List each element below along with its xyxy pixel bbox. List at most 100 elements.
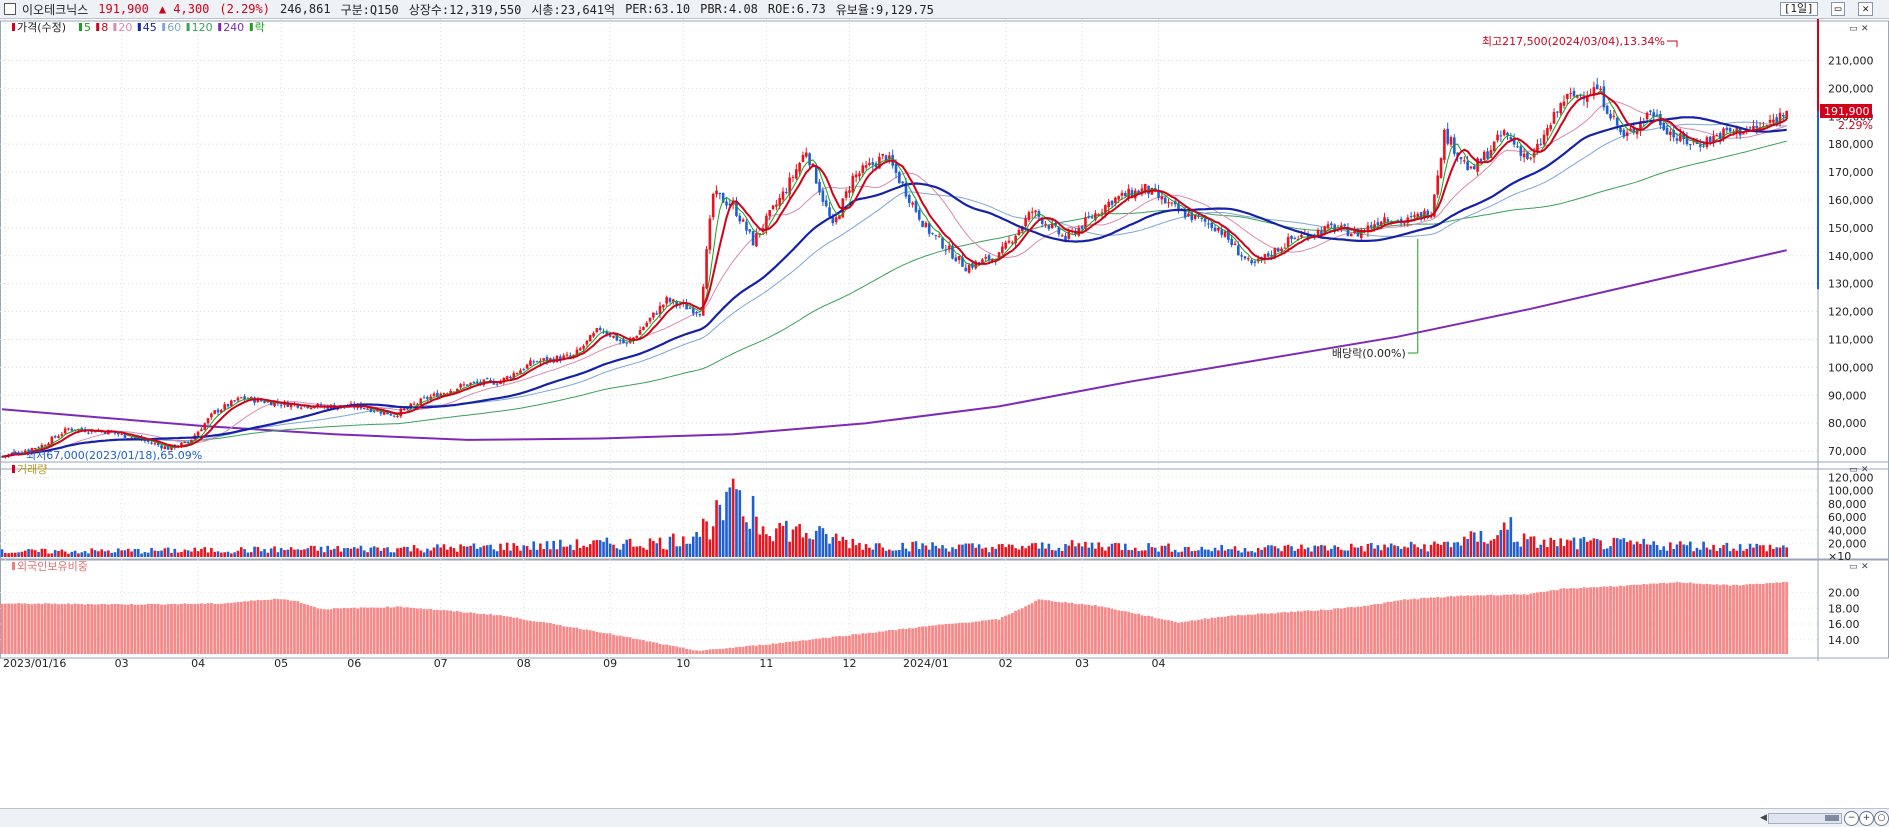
volume-bar [1094,548,1097,557]
volume-bar [1762,545,1765,557]
candle-body [1765,125,1769,127]
candle-body [1034,210,1037,213]
candle-body [1665,127,1669,135]
volume-bar [1143,550,1147,557]
volume-bar [961,544,964,557]
candle-body [1114,197,1117,204]
volume-bar [13,552,17,557]
candle-body [233,400,236,402]
candle-body [1669,131,1672,135]
candle-body [1107,201,1110,208]
volume-bar [103,551,107,557]
volume-bar [1153,547,1157,557]
foreign-bar [555,624,559,654]
foreign-bar [1569,588,1573,654]
foreign-bar [336,608,340,654]
zoom-in-icon[interactable]: + [1859,811,1874,826]
foreign-bar [1728,585,1732,654]
foreign-bar [947,623,951,654]
foreign-bar [136,604,140,654]
foreign-bar [83,604,87,654]
volume-bar [100,549,104,557]
volume-bar [1223,550,1227,557]
volume-bar [1273,546,1277,557]
volume-bar [1539,544,1543,557]
foreign-bar [1532,592,1536,654]
candle-body [758,233,762,235]
candle-body [695,311,698,314]
foreign-bar [472,612,476,654]
foreign-bar [1020,608,1024,654]
foreign-bar [961,622,964,654]
candle-body [705,249,708,289]
window-checkbox[interactable] [4,3,16,15]
zoom-reset-icon[interactable]: ○ [1874,811,1889,826]
volume-bar [1748,543,1752,557]
volume-bar [1775,547,1779,557]
price-tick-label: 120,000 [1828,306,1874,319]
foreign-bar [598,632,602,654]
volume-bar [253,546,256,557]
volume-bar [1695,547,1699,557]
candle-body [708,218,712,250]
foreign-bar [170,604,173,654]
volume-bar [991,547,994,557]
scroll-thumb[interactable] [1825,815,1839,821]
candle-body [30,448,34,452]
foreign-bar [1283,611,1287,654]
period-button[interactable]: [1일] [1779,2,1818,16]
candle-body [422,397,426,399]
candle-body [479,381,482,384]
minimize-button[interactable]: ▭ [1830,2,1846,16]
candle-body [1240,255,1243,257]
scroll-left-arrow[interactable]: ◀ [1760,813,1767,823]
volume-bar [798,524,801,557]
foreign-tick-label: 14.00 [1828,634,1860,647]
candle-body [655,313,659,315]
candle-body [63,428,67,434]
volume-bar [1725,542,1729,557]
candle-body [485,378,489,380]
foreign-bar [296,601,300,654]
candle-body [1512,137,1516,145]
volume-bar [635,546,639,557]
stock-chart[interactable]: ▭ ✕▭ ✕▭ ✕70,00080,00090,000100,000110,00012… [0,19,1889,808]
volume-bar [1479,530,1483,557]
volume-bar [389,552,393,557]
chart-scrollbar[interactable] [1768,813,1842,824]
volume-bar [246,552,250,557]
foreign-bar [515,617,519,654]
candle-body [389,414,393,416]
foreign-bar [1409,599,1413,654]
volume-bar [957,544,961,557]
foreign-bar [758,644,762,654]
volume-bar [1193,550,1197,557]
candle-body [961,257,964,267]
foreign-bar [419,608,423,654]
candle-body [216,409,220,413]
close-button[interactable]: ✕ [1858,2,1873,16]
volume-bar [1210,551,1214,557]
foreign-bar [96,604,100,654]
volume-bar [1659,549,1662,557]
foreign-bar [140,604,143,654]
foreign-bar [362,607,366,654]
price-tick-label: 140,000 [1828,250,1874,263]
foreign-bar [1183,621,1187,654]
foreign-bar [881,631,885,654]
candle-body [1572,91,1576,97]
zoom-out-icon[interactable]: − [1844,811,1859,826]
candle-body [1632,128,1636,132]
volume-bar [662,548,665,557]
candle-body [156,443,160,446]
foreign-bar [1034,600,1037,654]
foreign-bar [927,625,931,654]
foreign-bar [1592,587,1596,654]
foreign-bar [416,608,419,654]
candle-body [505,376,509,380]
volume-bar [352,547,356,557]
volume-bar [366,552,369,557]
volume-bar [1157,551,1160,557]
volume-bar [412,545,416,557]
foreign-bar [934,625,938,654]
